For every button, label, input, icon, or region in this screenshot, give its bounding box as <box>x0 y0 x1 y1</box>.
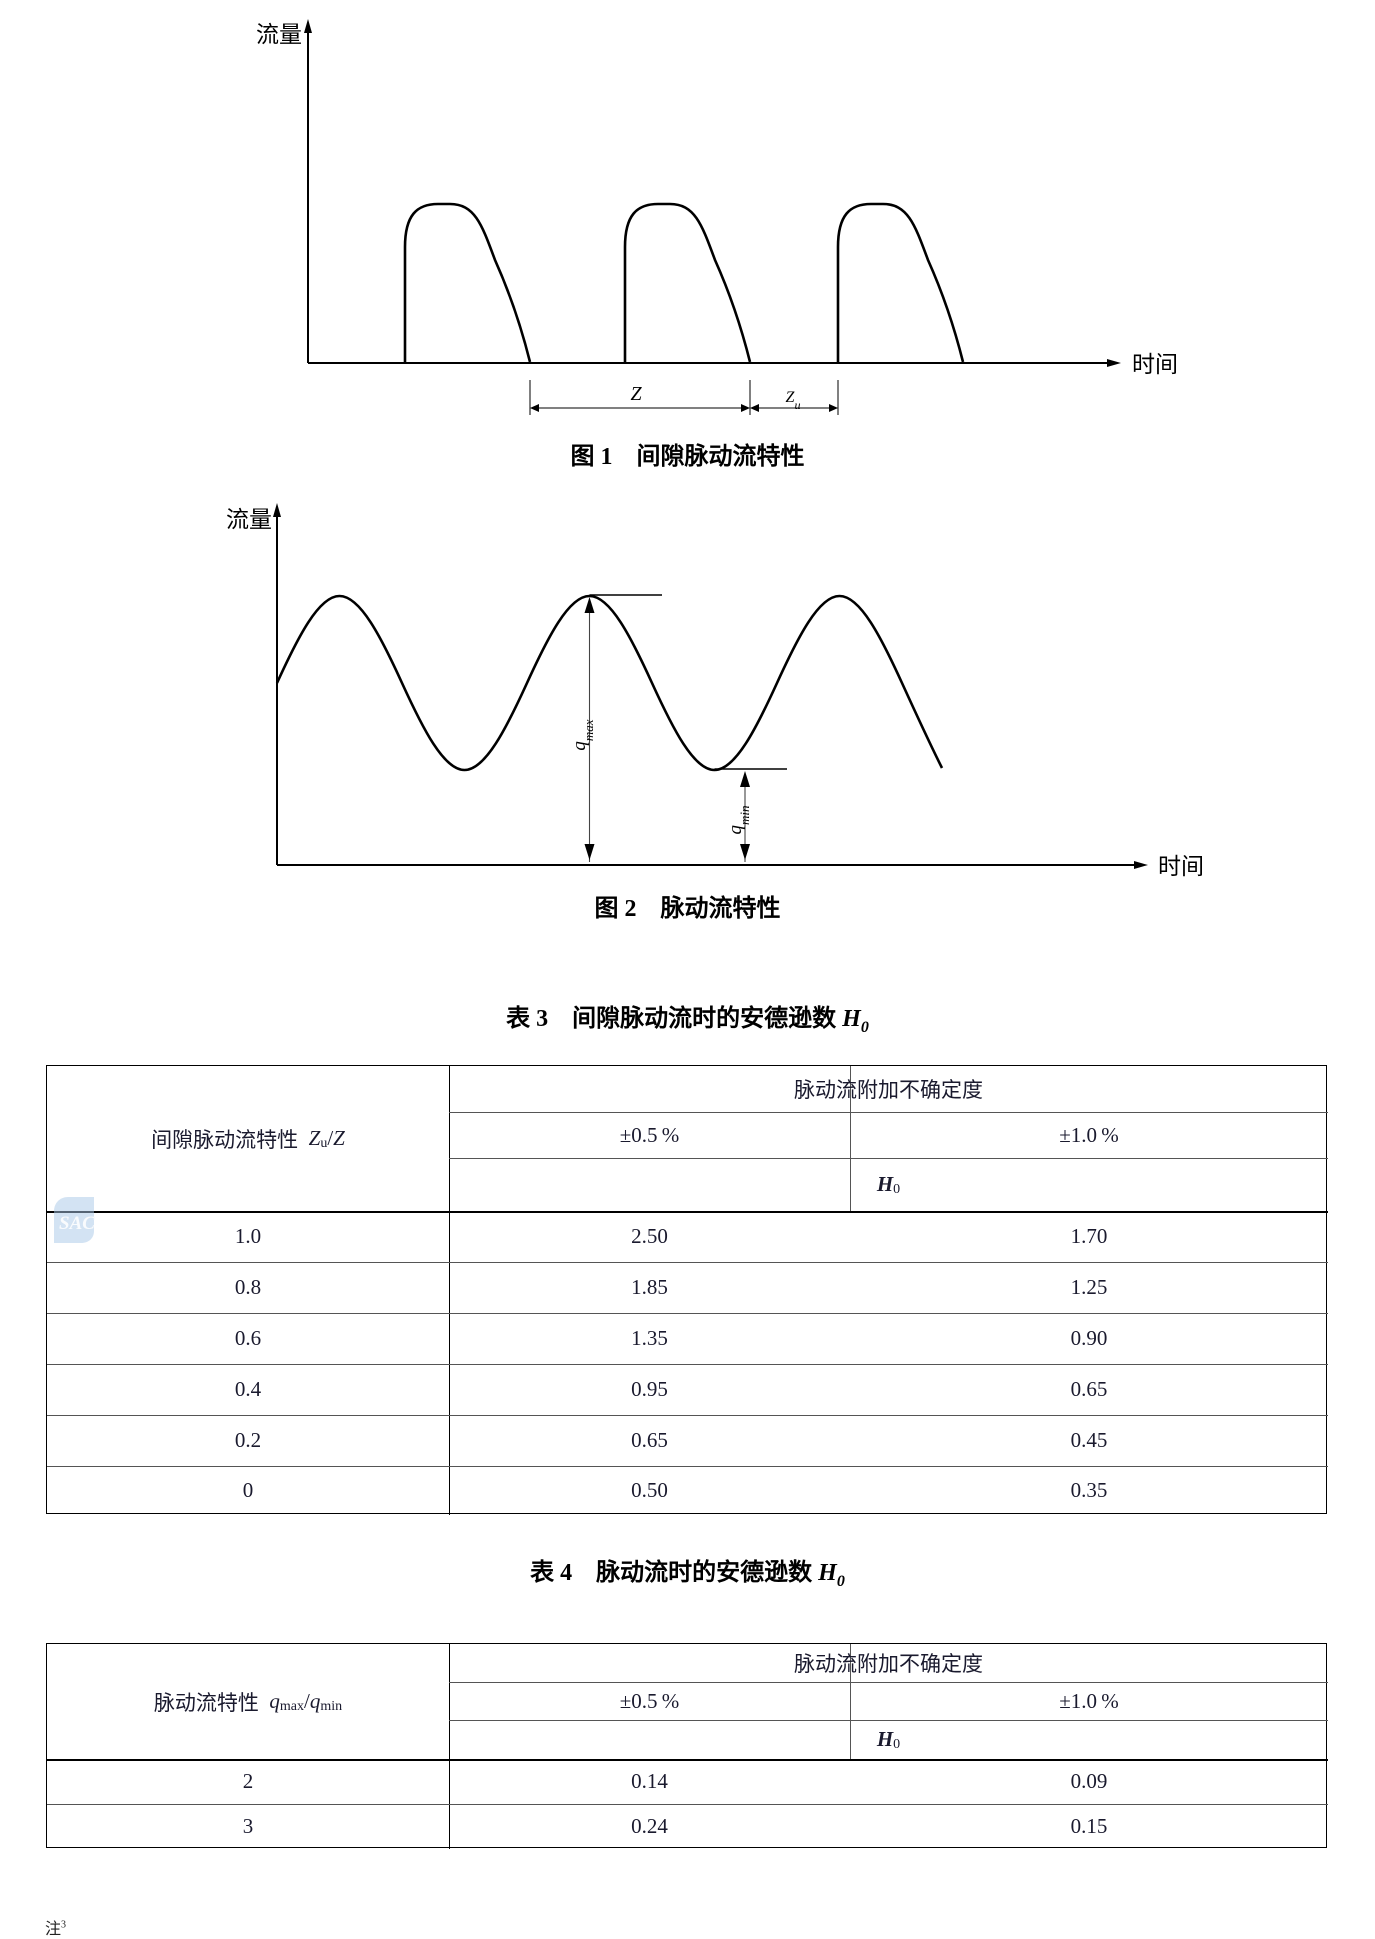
svg-text:时间: 时间 <box>1158 854 1204 879</box>
svg-text:Z: Z <box>630 383 642 405</box>
svg-text:Zu: Zu <box>786 389 801 412</box>
svg-text:时间: 时间 <box>1132 352 1178 377</box>
svg-text:qmin: qmin <box>725 806 752 835</box>
svg-text:SAC: SAC <box>59 1213 95 1234</box>
svg-text:qmax: qmax <box>569 719 596 750</box>
svg-text:流量: 流量 <box>226 507 272 532</box>
svg-text:流量: 流量 <box>256 22 302 47</box>
